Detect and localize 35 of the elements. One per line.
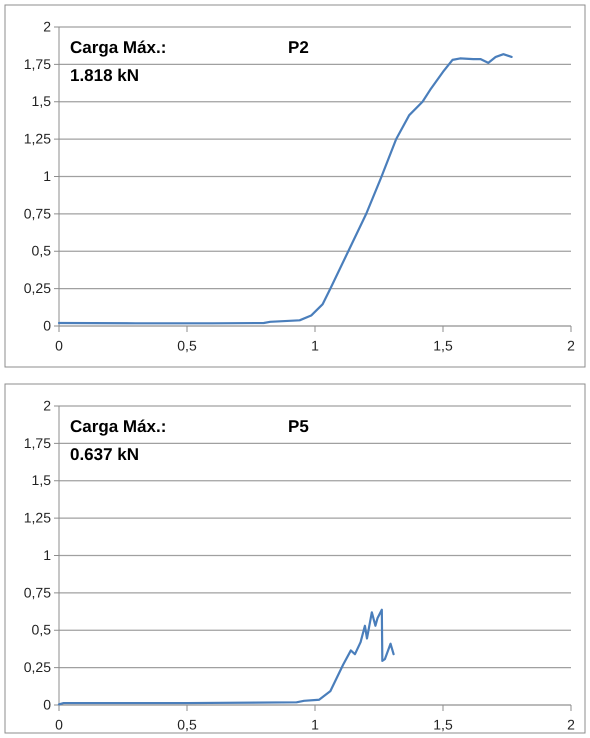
- y-tick-label: 1,5: [32, 472, 52, 488]
- y-tick-label: 0,5: [32, 242, 52, 259]
- y-tick-label: 0,75: [24, 205, 52, 222]
- y-tick-label: 1,25: [24, 510, 52, 526]
- x-tick-label: 1: [311, 337, 320, 354]
- text: P2: [288, 38, 309, 57]
- y-tick-label: 2: [43, 397, 52, 414]
- x-tick-label: 1,5: [433, 337, 453, 354]
- x-tick-label: 1,5: [433, 716, 453, 732]
- annotation: Carga Máx.:: [70, 417, 166, 436]
- y-tick-label: 0,75: [24, 584, 52, 600]
- y-tick-label: 0,25: [24, 659, 52, 676]
- x-tick-label: 2: [567, 337, 576, 354]
- line-series: [58, 608, 395, 706]
- y-tick-label: 2: [43, 18, 52, 34]
- x-tick-label: 0: [55, 337, 64, 354]
- y-tick-label: 1: [43, 546, 52, 563]
- x-tick-label: 0,5: [177, 716, 197, 732]
- x-tick-label: 2: [567, 716, 576, 732]
- x-tick-label: 0: [55, 716, 64, 732]
- x-tick-label: 0,5: [177, 337, 197, 354]
- x-tick-label: 1: [311, 716, 320, 732]
- y-tick-label: 0: [43, 696, 52, 712]
- annotation: 0.637 kN: [70, 445, 139, 464]
- y-tick-label: 1,25: [24, 130, 52, 147]
- y-tick-label: 0: [43, 317, 52, 334]
- annotation: 1.818 kN: [70, 66, 139, 85]
- y-tick-label: 1,75: [24, 56, 52, 72]
- y-tick-label: 1: [43, 168, 52, 184]
- y-tick-label: 0,25: [24, 280, 52, 296]
- y-tick-label: 1,75: [24, 434, 52, 451]
- y-tick-label: 0,5: [32, 622, 52, 638]
- annotation: Carga Máx.:: [70, 38, 166, 57]
- text: P5: [288, 417, 309, 436]
- y-tick-label: 1,5: [32, 93, 52, 110]
